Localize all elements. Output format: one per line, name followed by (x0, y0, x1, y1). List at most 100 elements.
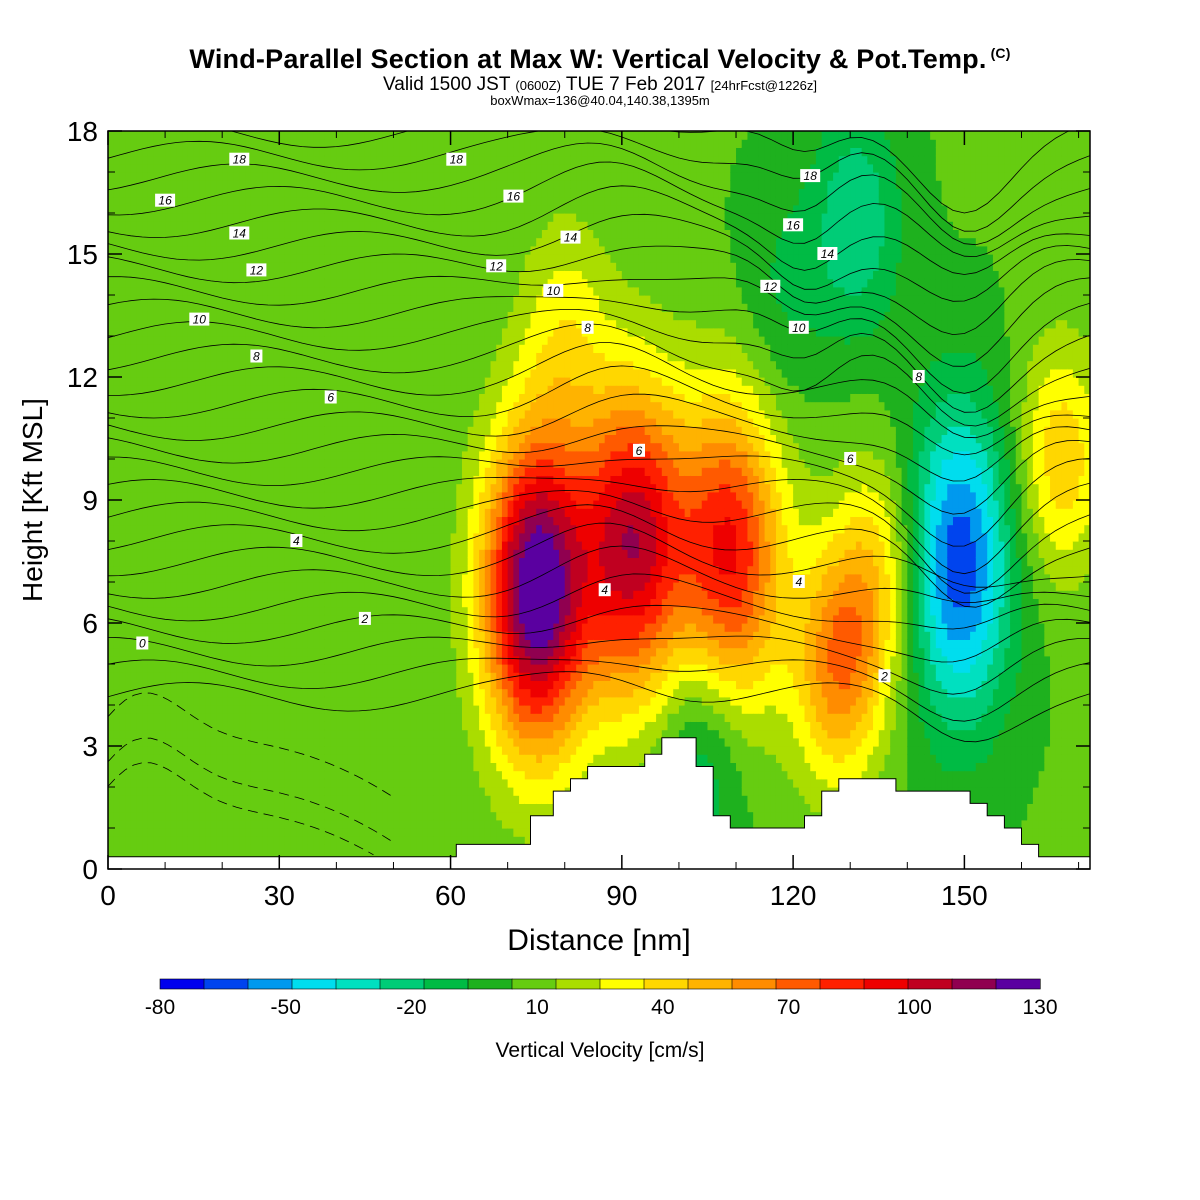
field-cell (142, 393, 149, 403)
field-cell (302, 573, 309, 583)
field-cell (182, 631, 189, 640)
field-cell (165, 491, 172, 501)
field-cell (233, 500, 240, 509)
field-cell (142, 557, 149, 567)
field-cell (382, 442, 389, 452)
field-cell (347, 139, 355, 148)
field-cell (416, 721, 423, 731)
field-cell (279, 385, 286, 394)
field-cell (319, 295, 326, 304)
field-cell (382, 778, 389, 788)
field-cell (153, 237, 160, 247)
field-cell (125, 303, 132, 312)
field-cell (342, 360, 349, 370)
field-cell (359, 573, 366, 583)
field-cell (353, 418, 360, 427)
field-cell (142, 705, 149, 714)
field-cell (130, 426, 138, 435)
field-cell (147, 713, 155, 722)
field-cell (250, 590, 258, 599)
field-cell (370, 836, 377, 845)
field-cell (370, 491, 377, 501)
field-cell (245, 508, 252, 517)
field-cell (193, 549, 200, 558)
field-cell (330, 705, 337, 714)
field-cell (205, 213, 212, 222)
field-cell (159, 787, 166, 796)
field-cell (284, 524, 292, 534)
field-cell (399, 409, 406, 419)
field-cell (136, 737, 143, 747)
field-cell (370, 844, 377, 854)
field-cell (136, 319, 143, 329)
field-cell (313, 475, 320, 485)
field-cell (165, 737, 172, 747)
field-cell (147, 155, 155, 165)
field-cell (410, 606, 417, 616)
field-cell (370, 155, 377, 165)
field-cell (376, 139, 383, 148)
field-cell (376, 491, 383, 501)
field-cell (245, 295, 252, 304)
field-cell (307, 475, 315, 485)
field-cell (399, 147, 406, 157)
field-cell (113, 475, 121, 485)
field-cell (364, 500, 372, 509)
field-cell (330, 762, 337, 772)
field-cell (119, 196, 126, 206)
field-cell (376, 377, 383, 386)
field-cell (399, 787, 406, 796)
field-cell (267, 541, 275, 550)
field-cell (233, 147, 240, 157)
field-cell (370, 327, 377, 337)
field-cell (233, 623, 240, 632)
field-cell (370, 278, 377, 288)
field-cell (336, 582, 343, 591)
field-cell (347, 541, 355, 550)
field-cell (416, 672, 423, 681)
field-cell (330, 426, 337, 435)
field-cell (170, 746, 178, 755)
field-cell (216, 385, 223, 394)
field-cell (387, 762, 395, 772)
field-cell (290, 278, 298, 288)
field-cell (382, 516, 389, 526)
field-cell (130, 680, 138, 690)
field-cell (279, 221, 286, 230)
field-cell (136, 254, 143, 263)
field-cell (290, 319, 298, 329)
field-cell (267, 196, 275, 206)
field-cell (233, 303, 240, 312)
field-cell (216, 639, 223, 649)
field-cell (399, 344, 406, 353)
field-cell (113, 516, 121, 526)
field-cell (108, 598, 115, 608)
field-cell (382, 385, 389, 394)
field-cell (108, 262, 115, 271)
field-cell (382, 811, 389, 821)
field-cell (382, 647, 389, 657)
field-cell (113, 213, 121, 222)
field-cell (262, 188, 269, 198)
field-cell (193, 803, 200, 813)
field-cell (387, 426, 395, 435)
field-cell (319, 795, 326, 804)
field-cell (165, 483, 172, 493)
field-cell (399, 762, 406, 772)
field-cell (227, 746, 235, 755)
field-cell (142, 483, 149, 493)
field-cell (382, 434, 389, 444)
field-cell (393, 139, 400, 148)
field-cell (416, 409, 423, 419)
field-cell (176, 713, 183, 722)
field-cell (324, 213, 332, 222)
field-cell (199, 754, 206, 763)
field-cell (393, 163, 400, 173)
field-cell (147, 368, 155, 378)
field-cell (159, 844, 166, 854)
field-cell (147, 172, 155, 181)
field-cell (307, 696, 315, 706)
field-cell (233, 508, 240, 517)
field-cell (153, 229, 160, 239)
field-cell (227, 573, 235, 583)
